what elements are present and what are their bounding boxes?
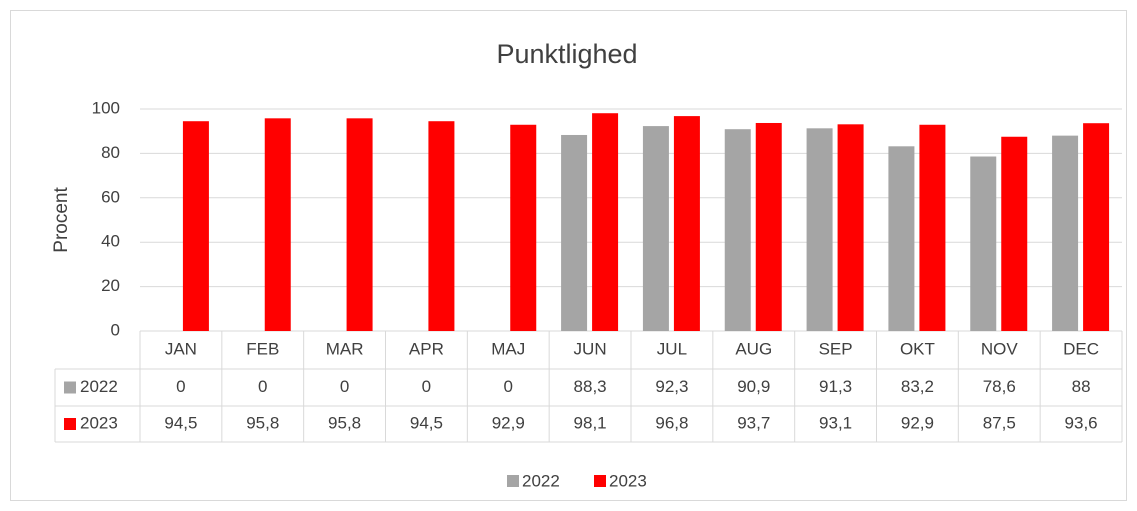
table-value: 78,6: [983, 377, 1016, 396]
table-value: 91,3: [819, 377, 852, 396]
legend-key: [594, 475, 606, 487]
table-value: 93,7: [737, 413, 770, 432]
table-value: 0: [340, 377, 349, 396]
bar: [346, 118, 373, 331]
x-tick-label: APR: [409, 339, 444, 358]
bar: [806, 128, 833, 331]
table-value: 98,1: [574, 413, 607, 432]
chart-title: Punktlighed: [496, 39, 637, 69]
table-value: 83,2: [901, 377, 934, 396]
bar: [1083, 123, 1110, 331]
table-value: 92,9: [492, 413, 525, 432]
bar: [642, 126, 669, 332]
y-tick-label: 20: [101, 276, 120, 295]
table-value: 88,3: [574, 377, 607, 396]
x-tick-label: MAR: [326, 339, 364, 358]
table-value: 94,5: [410, 413, 443, 432]
x-tick-label: AUG: [735, 339, 772, 358]
table-value: 0: [176, 377, 185, 396]
bar: [755, 122, 782, 332]
bar: [182, 121, 209, 332]
bar: [837, 124, 864, 332]
bar: [510, 124, 537, 332]
x-tick-label: NOV: [981, 339, 1019, 358]
legend-label: 2023: [609, 471, 647, 490]
table-value: 0: [258, 377, 267, 396]
x-tick-label: JUL: [657, 339, 687, 358]
table-series-name: 2023: [80, 413, 118, 432]
bar: [264, 118, 291, 331]
bar: [561, 134, 588, 331]
x-tick-label: MAJ: [491, 339, 525, 358]
table-value: 96,8: [655, 413, 688, 432]
x-tick-label: SEP: [819, 339, 853, 358]
table-value: 87,5: [983, 413, 1016, 432]
x-tick-label: OKT: [900, 339, 935, 358]
bar: [1052, 135, 1079, 331]
table-series-name: 2022: [80, 377, 118, 396]
table-value: 88: [1072, 377, 1091, 396]
table-value: 0: [504, 377, 513, 396]
legend-key: [507, 475, 519, 487]
y-tick-label: 0: [111, 320, 120, 339]
y-axis-label: Procent: [51, 187, 72, 253]
table-value: 90,9: [737, 377, 770, 396]
table-value: 93,1: [819, 413, 852, 432]
table-value: 95,8: [246, 413, 279, 432]
bar: [592, 113, 619, 331]
x-tick-label: JUN: [574, 339, 607, 358]
y-tick-label: 60: [101, 187, 120, 206]
table-legend-key: [64, 381, 76, 394]
table-legend-key: [64, 418, 76, 430]
bar: [673, 116, 700, 331]
bar: [970, 156, 997, 331]
bar: [919, 124, 946, 332]
x-tick-label: DEC: [1063, 339, 1099, 358]
y-tick-label: 40: [101, 232, 120, 251]
table-value: 94,5: [164, 413, 197, 432]
table-value: 0: [422, 377, 431, 396]
x-tick-label: JAN: [165, 339, 197, 358]
table-value: 92,9: [901, 413, 934, 432]
y-tick-label: 80: [101, 143, 120, 162]
table-value: 95,8: [328, 413, 361, 432]
bar: [724, 129, 751, 331]
table-value: 92,3: [655, 377, 688, 396]
table-value: 93,6: [1065, 413, 1098, 432]
bar: [428, 121, 455, 332]
y-tick-label: 100: [92, 98, 120, 117]
legend-label: 2022: [522, 471, 560, 490]
bar: [1001, 136, 1028, 331]
bar: [888, 146, 915, 331]
x-tick-label: FEB: [246, 339, 279, 358]
